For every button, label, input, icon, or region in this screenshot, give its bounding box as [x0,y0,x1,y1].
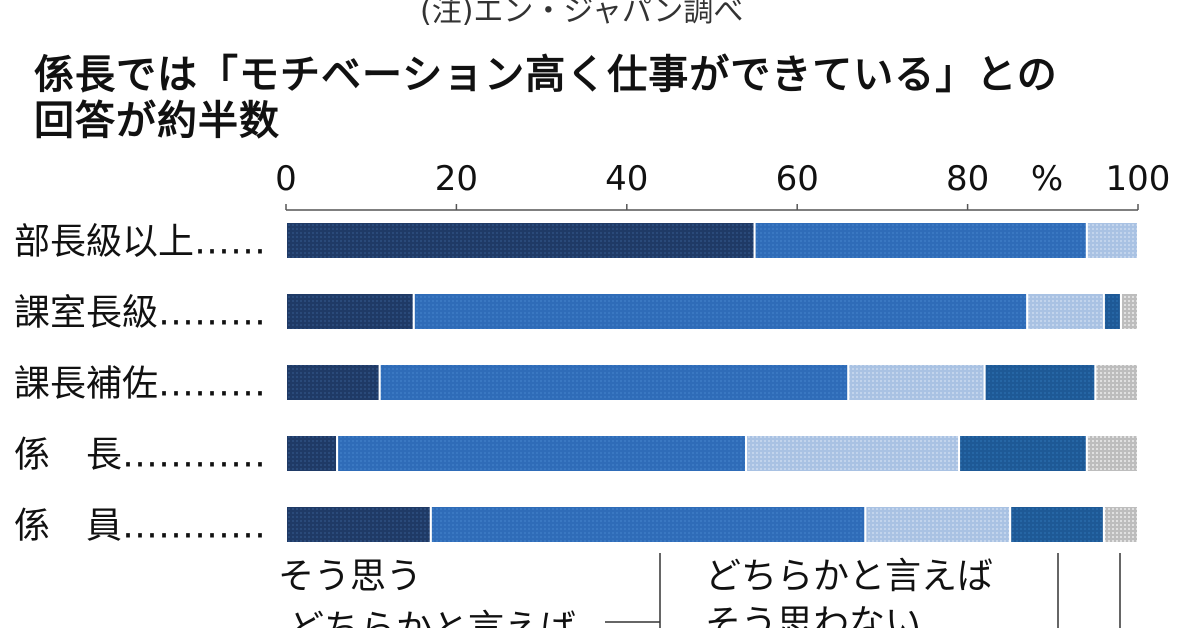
bar-segment [864,505,1012,544]
bar-segment [336,434,748,473]
legend-label: そう思わない [705,603,921,628]
bar-segment [983,363,1097,402]
bar-segment [285,505,432,544]
category-label: 係 長………… [14,435,266,476]
title-line-1: 係長では「モチベーション高く仕事ができている」との [34,52,1058,98]
bar-segment [1009,505,1105,544]
legend-label: どちらかと言えば [705,556,993,597]
source-note: (注)エン・ジャパン調べ [420,0,744,29]
bar-segment [753,221,1088,260]
bar-segment [285,221,756,260]
bar-segment [1026,292,1105,331]
bar-segment [412,292,1029,331]
bar-segment [1102,505,1140,544]
legend-label: そう思う [278,556,422,597]
bar-segment [1094,363,1140,402]
category-label: 課室長級……… [14,293,266,334]
bar-segment [1102,292,1122,331]
chart-title: 係長では「モチベーション高く仕事ができている」との 回答が約半数 [34,52,1058,144]
category-label: 課長補佐……… [14,364,266,405]
title-line-2: 回答が約半数 [34,98,280,144]
bar-segment [1085,434,1140,473]
bar-segment [285,292,415,331]
x-tick-label: 100 [1106,159,1171,199]
x-tick-label: 40 [605,159,648,199]
bar-segment [1085,221,1140,260]
bar-segment [285,434,339,473]
x-tick-label: 0 [275,159,297,199]
bar-segment [378,363,850,402]
bar-segment [285,363,381,402]
category-label: 部長級以上…… [14,222,266,263]
bar-segment [745,434,961,473]
category-label: 係 員………… [14,506,266,547]
x-tick-label: 20 [435,159,478,199]
bar-segment [958,434,1088,473]
x-unit-label: % [1031,159,1063,199]
bar-segment [429,505,867,544]
bar-segment [1119,292,1139,331]
bar-segment [847,363,986,402]
legend-label: どちらかと言えば [288,608,576,628]
x-tick-label: 80 [946,159,989,199]
x-tick-label: 60 [776,159,819,199]
